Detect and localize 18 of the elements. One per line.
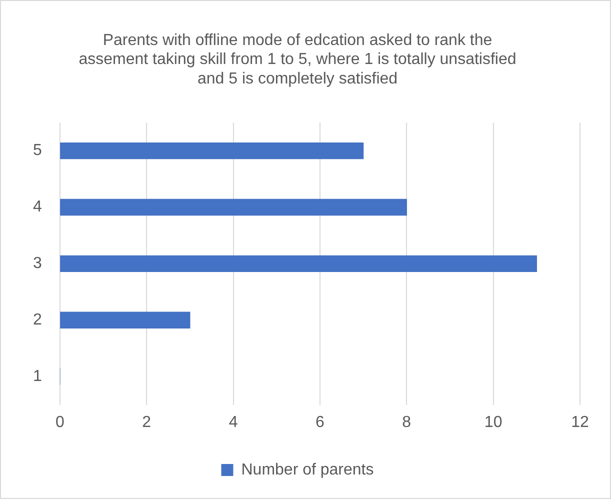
bar [60,312,190,328]
x-tick-label: 4 [228,414,238,431]
y-tick-label: 3 [32,255,42,272]
x-tick-label: 10 [484,414,502,431]
x-tick-label: 0 [55,414,64,431]
x-tick-label: 2 [142,414,152,431]
x-tick-label: 8 [402,414,412,431]
bar [60,255,537,272]
legend-label: Number of parents [241,461,374,478]
bar [60,198,407,216]
chart-title: Parents with offline mode of edcation asked to rank the assement taking skill from 1 to 5, where 1 is totally unsatisfied and 5 is completely satisfied [78,32,516,88]
bar [60,142,364,160]
y-tick-label: 5 [32,142,42,160]
x-tick-label: 6 [315,414,324,431]
x-tick-label: 12 [571,414,589,431]
y-tick-label: 4 [32,198,42,216]
y-tick-label: 1 [32,368,42,385]
y-tick-label: 2 [32,312,42,329]
